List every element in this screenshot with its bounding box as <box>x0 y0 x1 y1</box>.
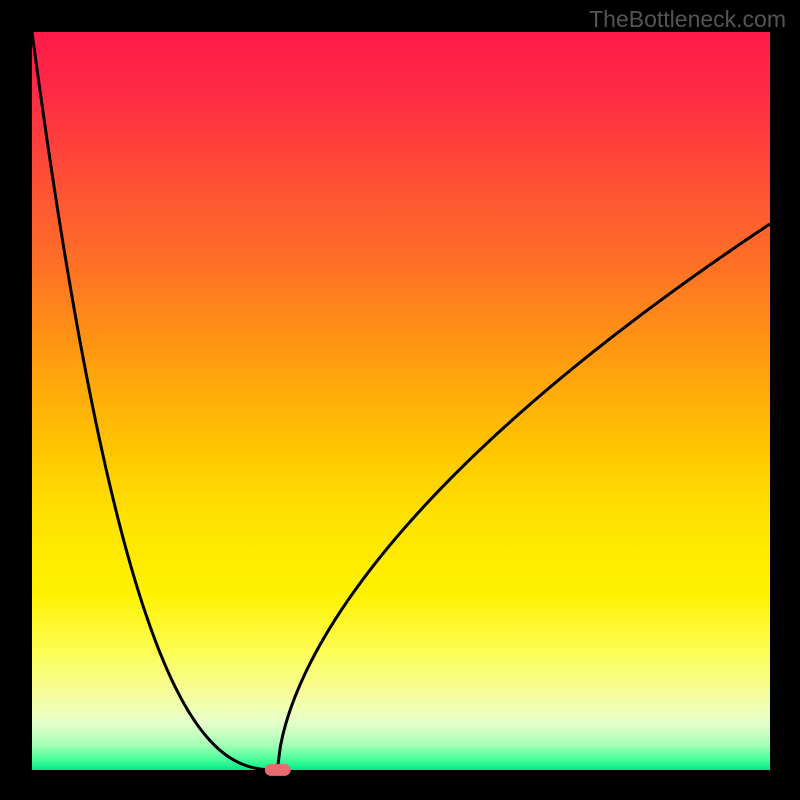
watermark-text: TheBottleneck.com <box>589 6 786 33</box>
valley-marker <box>265 764 291 776</box>
gradient-plot-area <box>32 32 770 770</box>
